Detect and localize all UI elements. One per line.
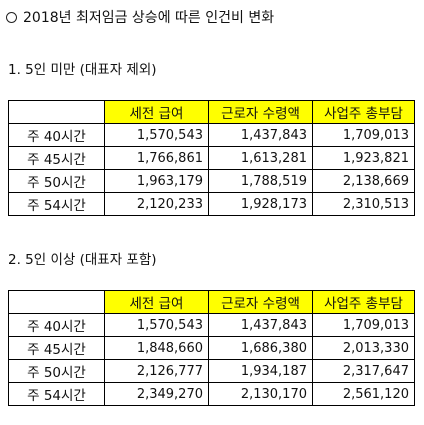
row-label: 주 54시간: [8, 382, 105, 406]
table-header-row: 세전 급여 근로자 수령액 사업주 총부담: [8, 100, 415, 124]
table-row: 주 50시간 1,963,179 1,788,519 2,138,669: [8, 169, 415, 193]
table-row: 주 45시간 1,766,861 1,613,281 1,923,821: [8, 146, 415, 170]
gross-pay-cell: 2,126,777: [104, 359, 209, 383]
row-label: 주 40시간: [8, 313, 105, 337]
row-label: 주 45시간: [8, 146, 105, 170]
header-worker-net: 근로자 수령액: [208, 100, 313, 124]
worker-net-cell: 1,437,843: [208, 313, 313, 337]
worker-net-cell: 1,437,843: [208, 123, 313, 147]
gross-pay-cell: 1,848,660: [104, 336, 209, 360]
page-title: 2018년 최저임금 상승에 따른 인건비 변화: [6, 7, 274, 27]
table-row: 주 40시간 1,570,543 1,437,843 1,709,013: [8, 123, 415, 147]
employer-total-cell: 2,013,330: [312, 336, 415, 360]
header-employer-total: 사업주 총부담: [312, 100, 415, 124]
section-1-heading: 1. 5인 미만 (대표자 제외): [8, 62, 157, 78]
worker-net-cell: 2,130,170: [208, 382, 313, 406]
worker-net-cell: 1,928,173: [208, 192, 313, 216]
header-employer-total: 사업주 총부담: [312, 290, 415, 314]
circle-bullet-icon: [6, 11, 17, 23]
section-1-table: 세전 급여 근로자 수령액 사업주 총부담 주 40시간 1,570,543 1…: [8, 100, 415, 216]
table-row: 주 40시간 1,570,543 1,437,843 1,709,013: [8, 313, 415, 337]
header-worker-net: 근로자 수령액: [208, 290, 313, 314]
section-2-heading: 2. 5인 이상 (대표자 포함): [8, 252, 157, 268]
page-title-text: 2018년 최저임금 상승에 따른 인건비 변화: [23, 10, 275, 26]
employer-total-cell: 2,138,669: [312, 169, 415, 193]
employer-total-cell: 2,310,513: [312, 192, 415, 216]
gross-pay-cell: 2,349,270: [104, 382, 209, 406]
header-blank-cell: [8, 290, 105, 314]
table-header-row: 세전 급여 근로자 수령액 사업주 총부담: [8, 290, 415, 314]
worker-net-cell: 1,934,187: [208, 359, 313, 383]
table-row: 주 45시간 1,848,660 1,686,380 2,013,330: [8, 336, 415, 360]
gross-pay-cell: 2,120,233: [104, 192, 209, 216]
employer-total-cell: 2,561,120: [312, 382, 415, 406]
employer-total-cell: 2,317,647: [312, 359, 415, 383]
row-label: 주 50시간: [8, 169, 105, 193]
row-label: 주 50시간: [8, 359, 105, 383]
section-2-table: 세전 급여 근로자 수령액 사업주 총부담 주 40시간 1,570,543 1…: [8, 290, 415, 406]
worker-net-cell: 1,613,281: [208, 146, 313, 170]
table-row: 주 54시간 2,349,270 2,130,170 2,561,120: [8, 382, 415, 406]
header-gross-pay: 세전 급여: [104, 100, 209, 124]
table-row: 주 50시간 2,126,777 1,934,187 2,317,647: [8, 359, 415, 383]
gross-pay-cell: 1,570,543: [104, 123, 209, 147]
header-blank-cell: [8, 100, 105, 124]
row-label: 주 45시간: [8, 336, 105, 360]
gross-pay-cell: 1,570,543: [104, 313, 209, 337]
worker-net-cell: 1,788,519: [208, 169, 313, 193]
row-label: 주 54시간: [8, 192, 105, 216]
worker-net-cell: 1,686,380: [208, 336, 313, 360]
gross-pay-cell: 1,963,179: [104, 169, 209, 193]
employer-total-cell: 1,923,821: [312, 146, 415, 170]
gross-pay-cell: 1,766,861: [104, 146, 209, 170]
header-gross-pay: 세전 급여: [104, 290, 209, 314]
table-row: 주 54시간 2,120,233 1,928,173 2,310,513: [8, 192, 415, 216]
row-label: 주 40시간: [8, 123, 105, 147]
employer-total-cell: 1,709,013: [312, 313, 415, 337]
employer-total-cell: 1,709,013: [312, 123, 415, 147]
